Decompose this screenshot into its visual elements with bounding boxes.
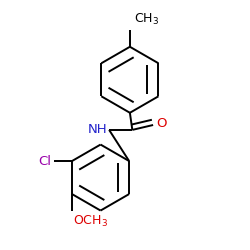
Text: NH: NH	[88, 123, 107, 136]
Text: Cl: Cl	[39, 154, 52, 168]
Text: O: O	[156, 117, 166, 130]
Text: OCH$_3$: OCH$_3$	[73, 214, 108, 229]
Text: CH$_3$: CH$_3$	[134, 12, 159, 27]
